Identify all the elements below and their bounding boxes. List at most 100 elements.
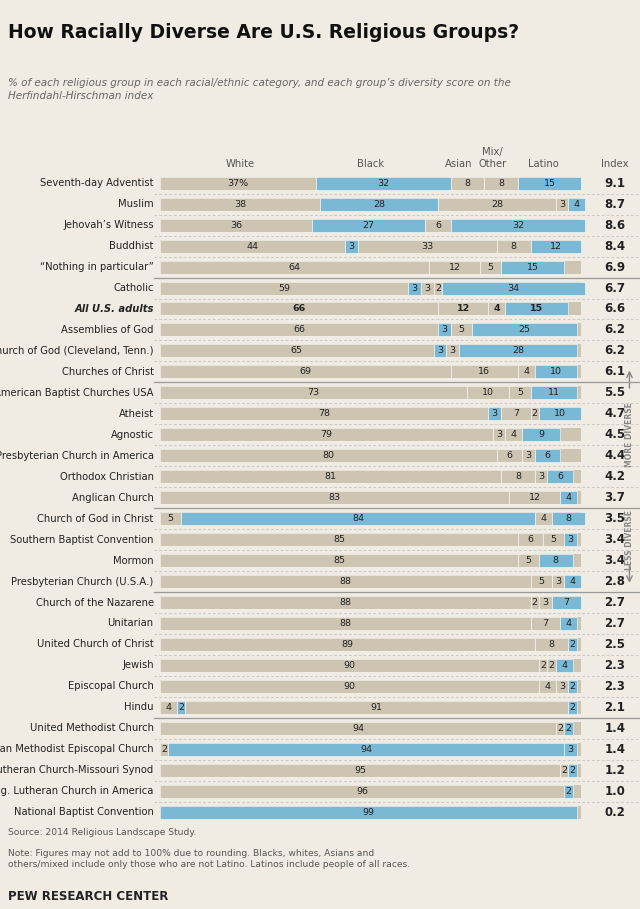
Text: 8: 8 — [498, 179, 504, 187]
Bar — [160, 596, 581, 609]
Bar — [160, 533, 518, 546]
Bar — [518, 533, 543, 546]
Text: 2: 2 — [548, 661, 555, 670]
Bar — [160, 470, 581, 484]
Text: United Methodist Church: United Methodist Church — [29, 724, 154, 734]
Text: 28: 28 — [373, 200, 385, 209]
Text: 15: 15 — [527, 263, 539, 272]
Bar — [438, 303, 488, 315]
Text: Church of the Nazarene: Church of the Nazarene — [36, 597, 154, 607]
Text: “Nothing in particular”: “Nothing in particular” — [40, 262, 154, 272]
Text: % of each religious group in each racial/ethnic category, and each group’s diver: % of each religious group in each racial… — [8, 77, 511, 101]
Text: Mormon: Mormon — [113, 555, 154, 565]
Text: 6.1: 6.1 — [604, 365, 625, 378]
Text: Southern Baptist Convention: Southern Baptist Convention — [10, 534, 154, 544]
Bar — [181, 512, 535, 525]
Bar — [160, 407, 581, 420]
Bar — [451, 365, 518, 378]
Text: 2: 2 — [161, 744, 167, 754]
Bar — [543, 533, 564, 546]
Text: 4: 4 — [574, 200, 580, 209]
Bar — [522, 449, 535, 463]
Text: 8: 8 — [548, 640, 555, 649]
Text: 89: 89 — [341, 640, 353, 649]
Text: Jehovah’s Witness: Jehovah’s Witness — [63, 220, 154, 230]
Bar — [160, 554, 518, 567]
Bar — [451, 176, 484, 190]
Bar — [446, 345, 459, 357]
Text: 88: 88 — [339, 619, 351, 628]
Bar — [505, 428, 522, 441]
Text: Catholic: Catholic — [113, 283, 154, 293]
Text: 44: 44 — [246, 242, 259, 251]
Text: 2: 2 — [565, 786, 572, 795]
Bar — [316, 176, 451, 190]
Bar — [556, 197, 568, 211]
Bar — [531, 407, 539, 420]
Bar — [438, 324, 451, 336]
Text: Evang. Lutheran Church in America: Evang. Lutheran Church in America — [0, 786, 154, 796]
Bar — [160, 428, 581, 441]
Bar — [488, 303, 505, 315]
Text: 16: 16 — [478, 367, 490, 376]
Bar — [531, 575, 552, 588]
Bar — [560, 617, 577, 630]
Bar — [425, 219, 451, 232]
Bar — [345, 240, 358, 253]
Text: 2: 2 — [570, 765, 575, 774]
Bar — [160, 491, 581, 504]
Bar — [160, 324, 581, 336]
Bar — [434, 345, 446, 357]
Text: 12: 12 — [550, 242, 562, 251]
Text: 12: 12 — [449, 263, 461, 272]
Text: Episcopal Church: Episcopal Church — [68, 682, 154, 692]
Text: 69: 69 — [300, 367, 311, 376]
Bar — [160, 764, 560, 776]
Bar — [442, 282, 585, 295]
Bar — [160, 176, 581, 190]
Text: 4.2: 4.2 — [604, 470, 625, 484]
Text: 2.3: 2.3 — [604, 659, 625, 672]
Text: 3.4: 3.4 — [604, 554, 625, 567]
Bar — [160, 282, 408, 295]
Text: 15: 15 — [543, 179, 556, 187]
Text: 7: 7 — [542, 619, 548, 628]
Text: Church of God (Cleveland, Tenn.): Church of God (Cleveland, Tenn.) — [0, 346, 154, 356]
Bar — [160, 575, 581, 588]
Bar — [501, 470, 535, 484]
Text: 66: 66 — [293, 325, 305, 335]
Text: 9: 9 — [538, 430, 544, 439]
Bar — [160, 512, 181, 525]
Bar — [160, 617, 581, 630]
Bar — [556, 680, 568, 693]
Text: 3: 3 — [568, 535, 573, 544]
Bar — [160, 345, 581, 357]
Bar — [518, 554, 539, 567]
Text: 3.7: 3.7 — [604, 491, 625, 504]
Text: 2: 2 — [561, 765, 567, 774]
Text: Presbyterian Church in America: Presbyterian Church in America — [0, 451, 154, 461]
Bar — [539, 680, 556, 693]
Text: 8: 8 — [565, 514, 572, 524]
Text: 37%: 37% — [227, 179, 248, 187]
Bar — [160, 512, 581, 525]
Bar — [531, 240, 581, 253]
Text: Jewish: Jewish — [122, 661, 154, 671]
Bar — [160, 197, 581, 211]
Text: 1.4: 1.4 — [604, 722, 625, 734]
Text: 8.7: 8.7 — [604, 197, 625, 211]
Text: 8: 8 — [511, 242, 516, 251]
Bar — [160, 617, 531, 630]
Bar — [518, 365, 535, 378]
Bar — [160, 282, 581, 295]
Text: 12: 12 — [529, 494, 541, 502]
Bar — [505, 303, 568, 315]
Text: Source: 2014 Religious Landscape Study.: Source: 2014 Religious Landscape Study. — [8, 828, 196, 837]
Text: 91: 91 — [371, 703, 383, 712]
Text: 2: 2 — [570, 640, 575, 649]
Text: 80: 80 — [323, 451, 335, 460]
Text: 85: 85 — [333, 535, 345, 544]
Text: 65: 65 — [291, 346, 303, 355]
Text: 4: 4 — [540, 514, 546, 524]
Text: 81: 81 — [324, 472, 337, 481]
